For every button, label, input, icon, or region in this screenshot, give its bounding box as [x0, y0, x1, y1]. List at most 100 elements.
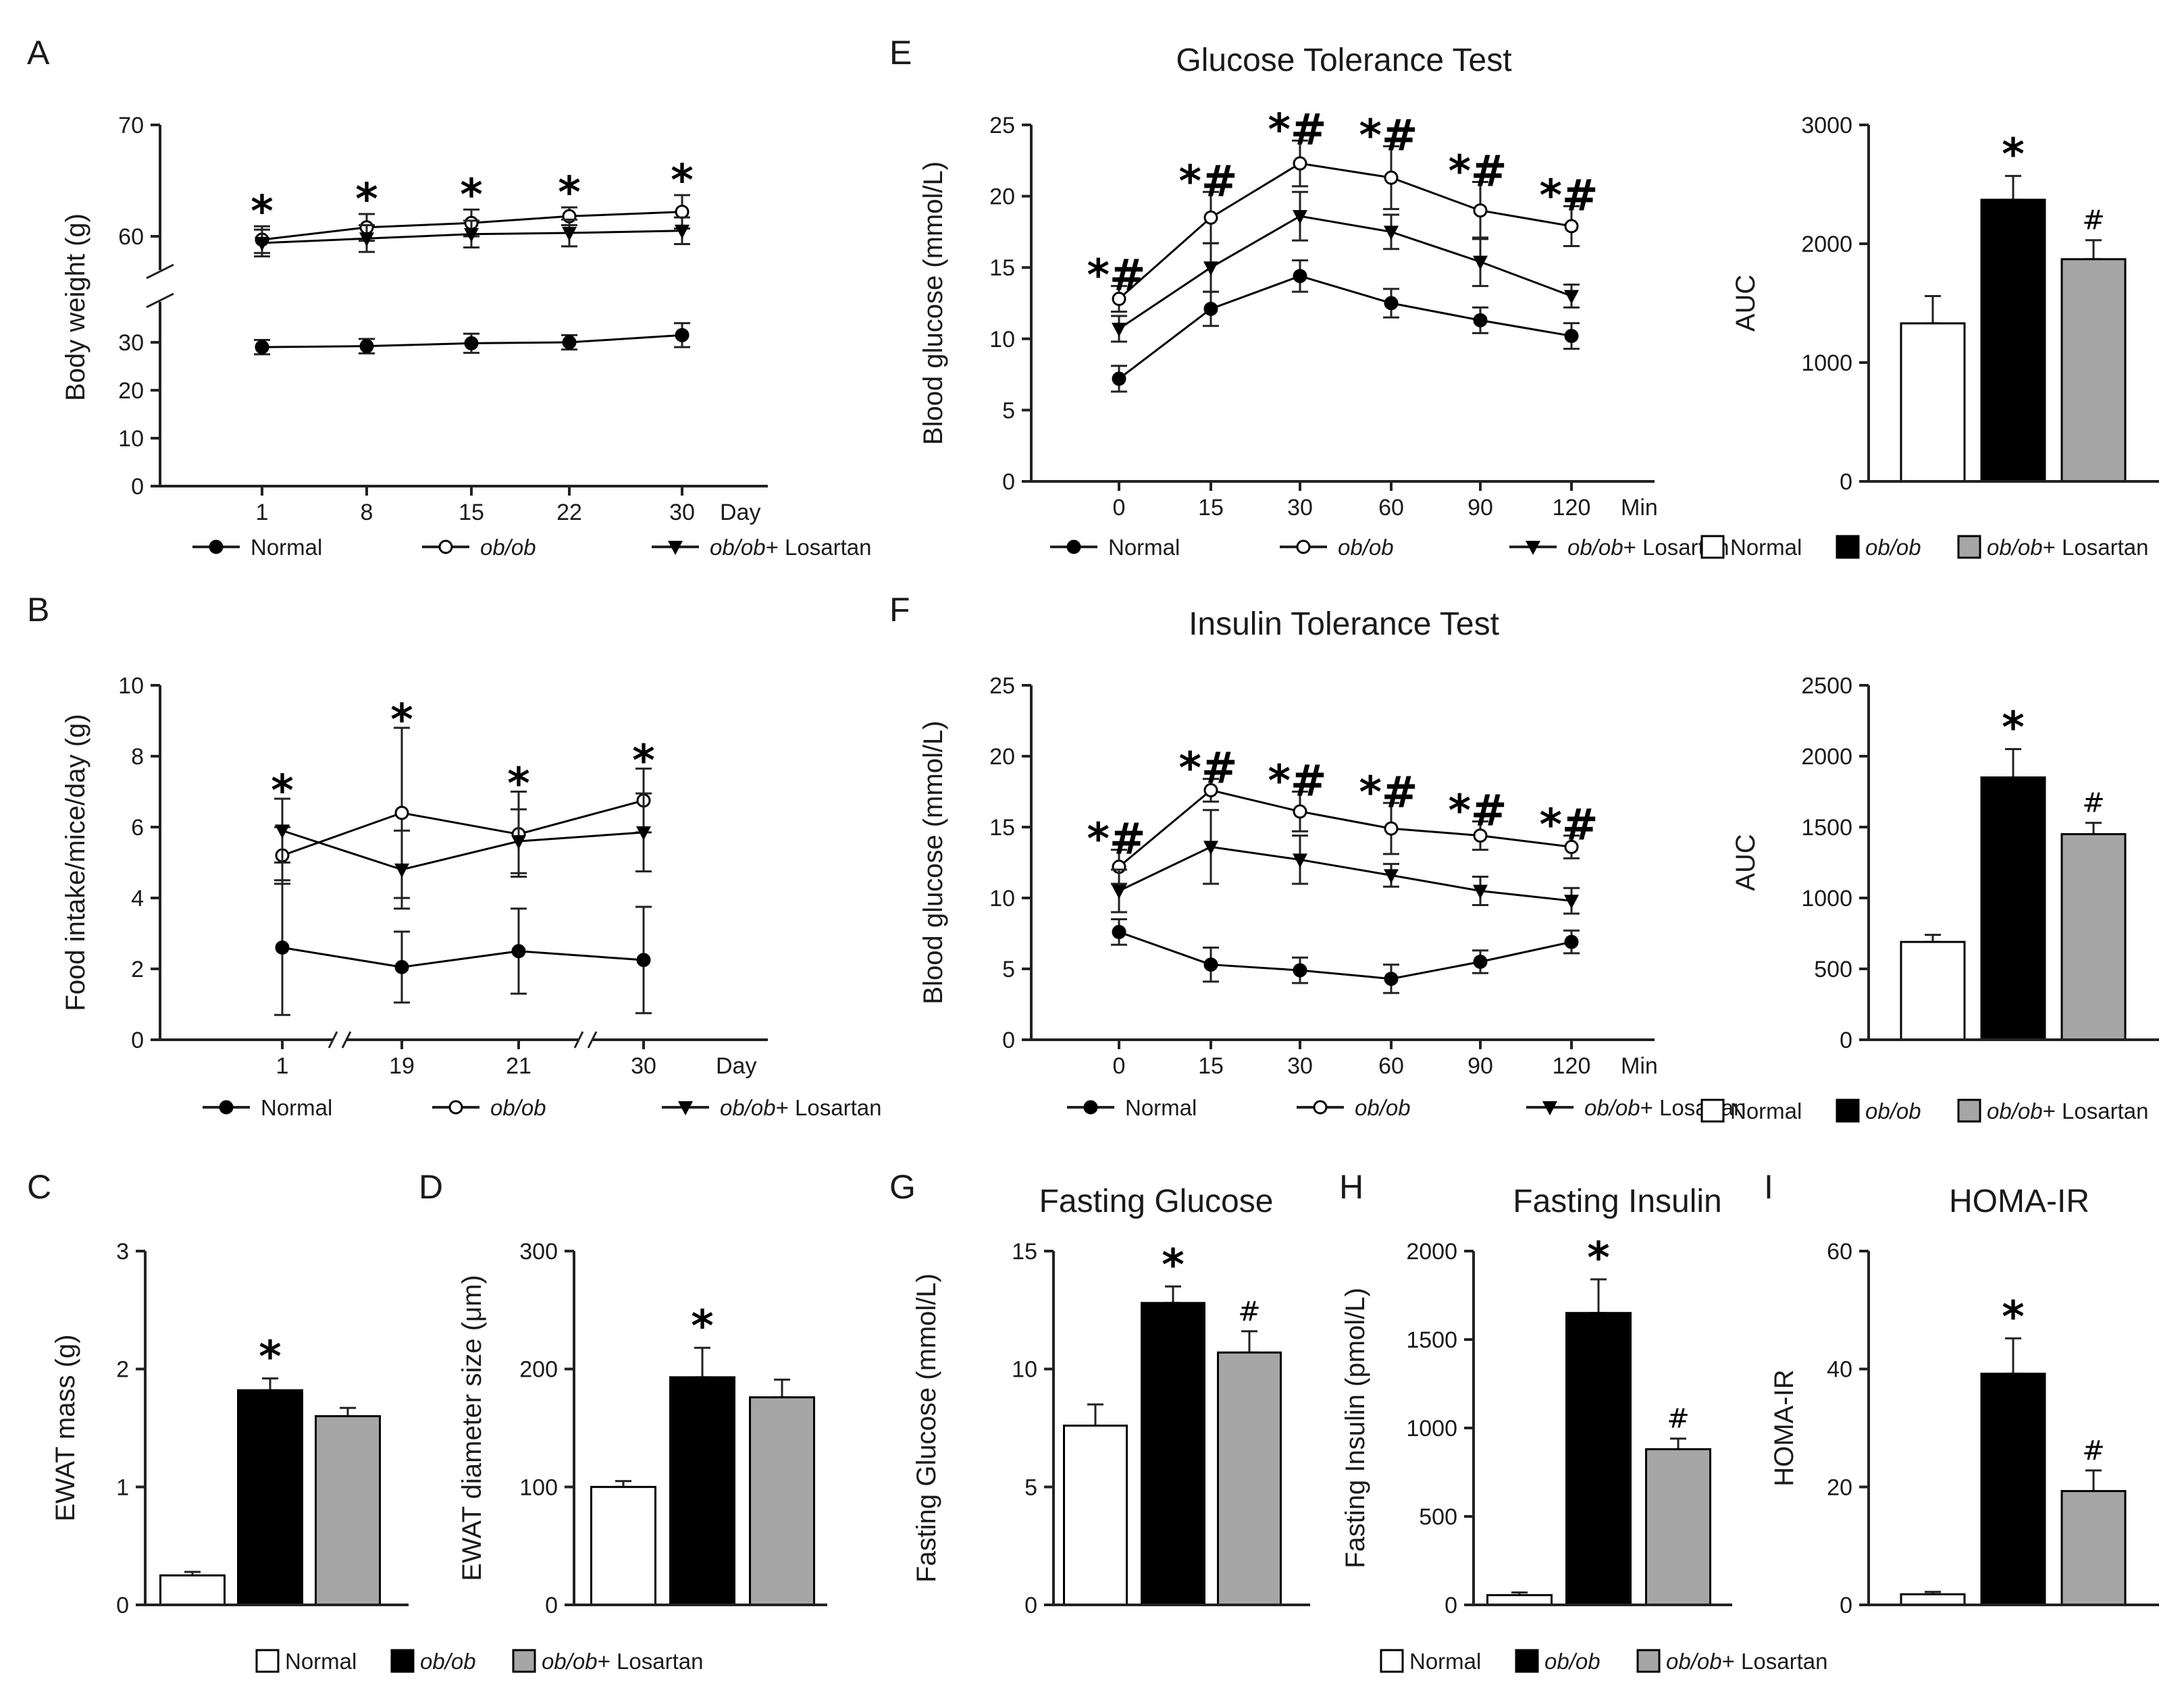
bar-obob: * — [237, 1333, 303, 1606]
data-point — [1293, 210, 1307, 225]
data-point — [636, 953, 651, 968]
data-point — [255, 340, 269, 354]
bar — [669, 1376, 735, 1606]
legend-label: Normal — [1409, 1649, 1481, 1674]
legend-swatch — [1836, 535, 1860, 559]
legend: Normal ob/ob ob/ob+ Losartan — [1067, 1095, 1746, 1120]
data-point — [636, 826, 651, 841]
data-point — [511, 944, 526, 959]
data-point — [1473, 203, 1488, 218]
x-tick-label: 90 — [1467, 1053, 1493, 1079]
y-tick-label: 8 — [131, 744, 144, 770]
data-point — [562, 227, 577, 242]
bar — [1900, 1593, 1966, 1606]
legend-swatch — [1700, 1099, 1725, 1123]
legend: Normal ob/ob ob/ob+ Losartan — [203, 1095, 881, 1120]
data-point — [359, 232, 374, 247]
legend-label: Normal — [1108, 535, 1180, 560]
bar — [590, 1485, 656, 1606]
significance-marker: * — [691, 1302, 713, 1352]
legend-label: ob/ob+ Losartan — [1987, 1099, 2148, 1123]
data-point — [1112, 924, 1126, 939]
data-point — [1203, 210, 1218, 225]
significance-marker: * — [558, 168, 580, 218]
data-point — [1203, 783, 1218, 797]
significance-marker: * — [271, 766, 293, 816]
panel-letter: B — [27, 591, 49, 629]
data-point — [275, 824, 290, 839]
data-point — [675, 327, 690, 342]
y-tick-label: 20 — [1827, 1475, 1852, 1500]
bar — [1565, 1312, 1632, 1606]
significance-marker: # — [2082, 788, 2105, 819]
error-bar — [340, 1406, 356, 1418]
series-oboblosartan — [1111, 809, 1580, 915]
y-tick-label: 1500 — [1801, 815, 1852, 841]
legend: Normal ob/ob ob/ob+ Losartan — [1050, 535, 1729, 560]
bar-losartan: # — [1645, 1404, 1711, 1606]
significance-marker: * — [2002, 130, 2024, 180]
y-tick-label: 20 — [989, 184, 1015, 210]
legend-item: ob/ob — [390, 1649, 476, 1674]
axis-break-mark — [146, 292, 174, 309]
data-point — [1293, 269, 1307, 284]
y-tick-label: 500 — [1419, 1504, 1457, 1530]
y-tick-label: 0 — [131, 1028, 144, 1053]
panel-letter: A — [27, 34, 50, 72]
axis-break-mark — [341, 1031, 352, 1049]
legend-marker — [219, 1100, 234, 1115]
y-tick-label: 20 — [118, 378, 144, 404]
legend-label: ob/ob+ Losartan — [720, 1095, 881, 1120]
x-unit-label: Min — [1621, 1053, 1658, 1079]
y-axis-label: EWAT diameter size (μm) — [457, 1275, 487, 1581]
y-axis-label: AUC — [1731, 275, 1761, 332]
significance-marker: *# — [1448, 787, 1507, 837]
chart-title: Glucose Tolerance Test — [1176, 43, 1511, 78]
y-tick-label: 2 — [131, 957, 144, 982]
bar — [237, 1389, 303, 1606]
y-tick-label: 60 — [118, 224, 144, 250]
series-normal — [274, 879, 652, 1016]
error-bar — [1925, 934, 1941, 943]
significance-marker: *# — [1268, 757, 1326, 807]
error-bar — [1241, 1330, 1257, 1354]
x-tick-label: 30 — [1287, 1053, 1313, 1079]
x-tick-label: 22 — [556, 500, 582, 525]
bar — [2060, 1489, 2127, 1606]
axis-break-gap — [579, 1032, 592, 1048]
data-point — [1203, 301, 1218, 316]
chart-e: 0 5 10 15 20 25 0 15 30 60 90 120 Min Blood glucose (… — [918, 105, 1658, 521]
legend-item: Normal — [192, 535, 322, 560]
y-tick-label: 60 — [1827, 1239, 1852, 1265]
y-tick-label: 2500 — [1801, 673, 1852, 699]
legend-marker — [1083, 1100, 1098, 1115]
axis-break-mark — [587, 1031, 598, 1049]
y-tick-label: 0 — [1840, 1028, 1852, 1053]
bar — [749, 1396, 815, 1606]
y-tick-label: 25 — [989, 113, 1015, 138]
bar — [1980, 1373, 2046, 1606]
significance-marker: *# — [1359, 768, 1418, 818]
y-tick-label: 2000 — [1801, 232, 1852, 257]
x-tick-label: 60 — [1378, 495, 1404, 521]
bar-losartan — [315, 1406, 381, 1606]
legend-item: Normal — [1700, 535, 1802, 560]
data-point — [1112, 884, 1126, 899]
legend-label: ob/ob+ Losartan — [710, 535, 871, 560]
y-tick-label: 2000 — [1406, 1239, 1457, 1265]
bar — [2060, 833, 2127, 1041]
bar-obob: * — [1980, 704, 2046, 1041]
bar — [1900, 322, 1966, 483]
legend-marker — [438, 539, 453, 554]
y-tick-label: 3000 — [1801, 113, 1852, 138]
legend-item: ob/ob+ Losartan — [512, 1649, 703, 1674]
data-point — [1293, 156, 1307, 171]
series-line — [282, 829, 644, 871]
y-tick-label: 10 — [989, 327, 1015, 352]
x-tick-label: 60 — [1378, 1053, 1404, 1079]
data-point — [464, 228, 479, 242]
y-tick-label: 0 — [545, 1593, 558, 1618]
axis-break-mark — [573, 1031, 584, 1049]
bar-normal — [590, 1480, 656, 1606]
legend-marker — [209, 539, 224, 554]
